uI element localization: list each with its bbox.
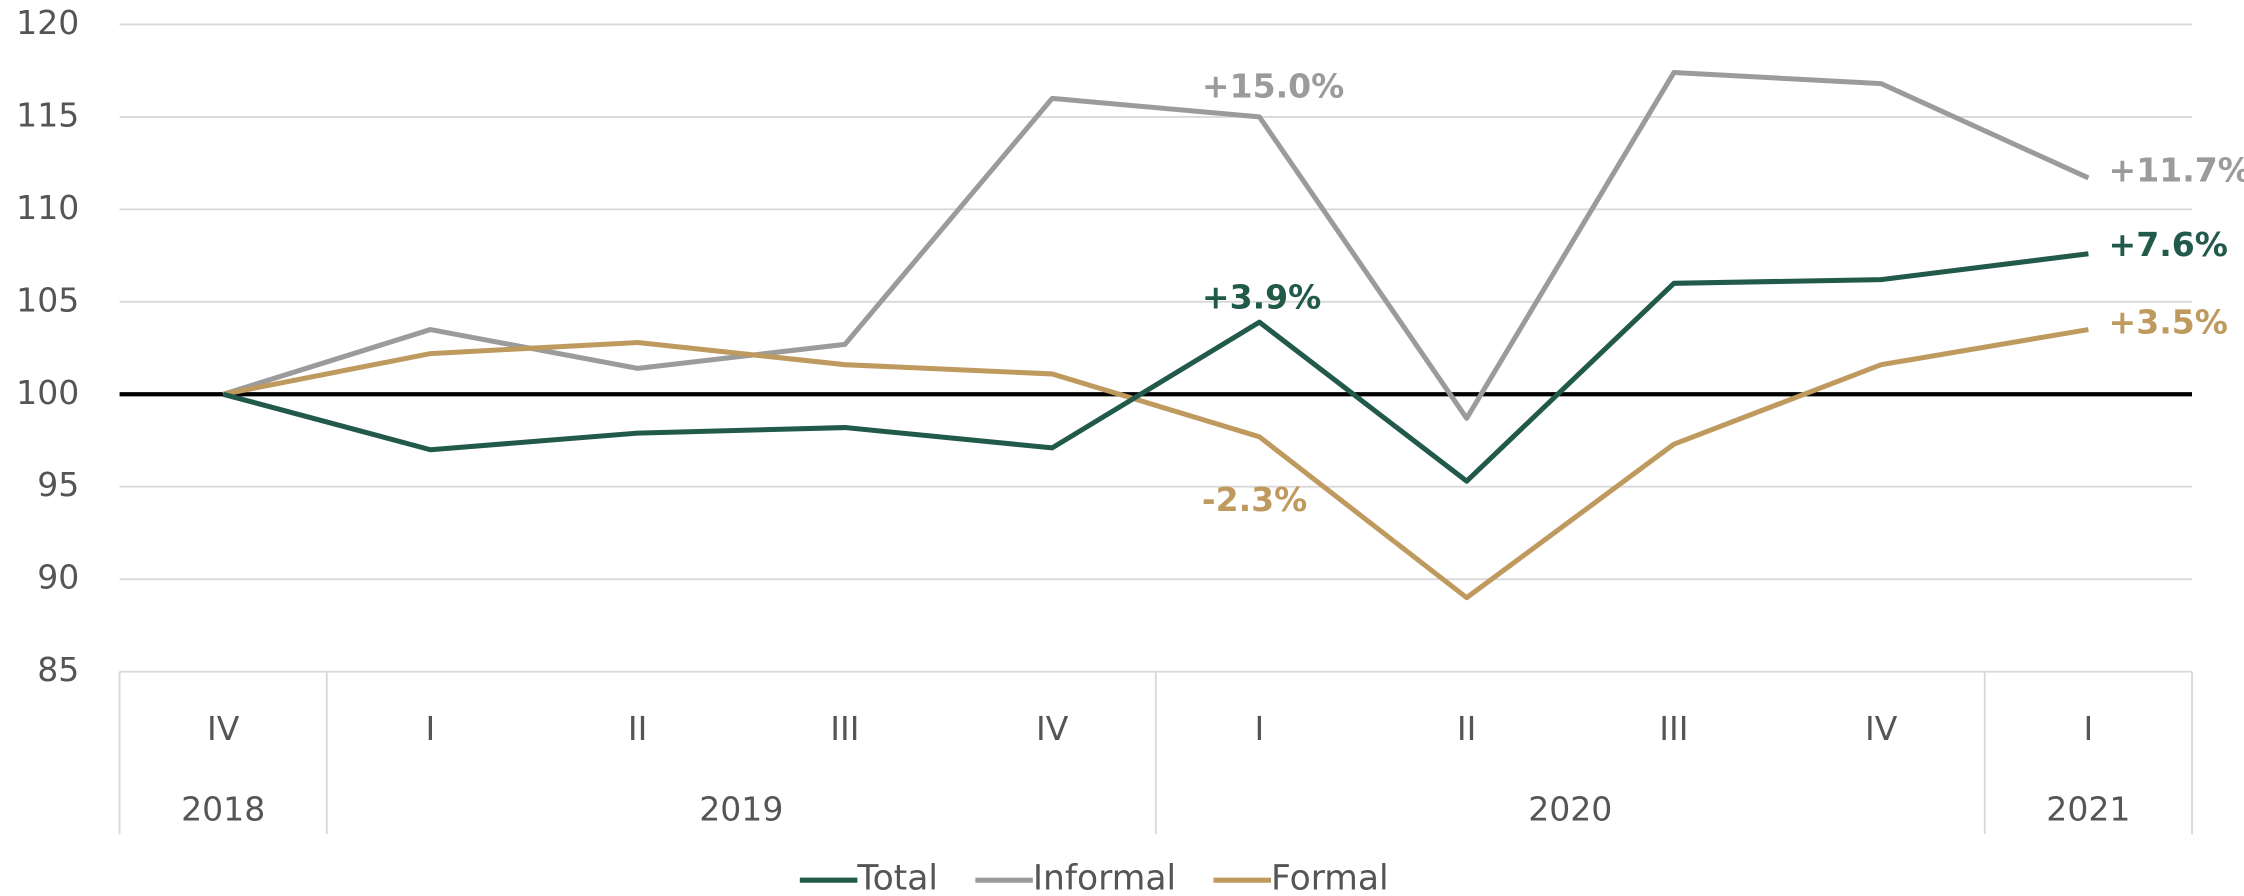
x-tick-label: IV	[1865, 709, 1898, 748]
annotation: -2.3%	[1202, 480, 1307, 519]
legend-label: Informal	[1033, 859, 1176, 896]
annotation: +11.7%	[2109, 151, 2244, 190]
year-label: 2018	[181, 790, 265, 829]
y-tick-label: 105	[16, 280, 79, 319]
legend-label: Formal	[1271, 859, 1389, 896]
annotation: +3.9%	[1202, 278, 1321, 317]
annotation: +7.6%	[2109, 225, 2228, 264]
x-tick-label: I	[426, 709, 436, 748]
series-line	[222, 251, 2089, 484]
series-line	[222, 327, 2089, 601]
x-tick-label: II	[1457, 709, 1477, 748]
x-tick-label: IV	[207, 709, 240, 748]
y-tick-label: 100	[16, 373, 79, 412]
y-tick-label: 120	[16, 3, 79, 42]
series-line	[222, 70, 2090, 421]
y-tick-label: 85	[37, 650, 79, 689]
annotation: +15.0%	[1202, 67, 1344, 106]
annotation: +3.5%	[2109, 302, 2228, 341]
x-tick-label: IV	[1036, 709, 1069, 748]
y-tick-label: 90	[37, 558, 79, 597]
x-tick-label: III	[1659, 709, 1688, 748]
x-tick-label: I	[2084, 709, 2094, 748]
y-tick-label: 110	[16, 188, 79, 227]
x-tick-label: II	[628, 709, 648, 748]
year-label: 2019	[699, 790, 783, 829]
year-label: 2020	[1528, 790, 1612, 829]
year-label: 2021	[2046, 790, 2130, 829]
legend-label: Total	[856, 859, 938, 896]
y-tick-label: 115	[16, 95, 79, 134]
x-tick-label: I	[1255, 709, 1265, 748]
x-tick-label: III	[830, 709, 859, 748]
y-tick-label: 95	[37, 465, 79, 504]
